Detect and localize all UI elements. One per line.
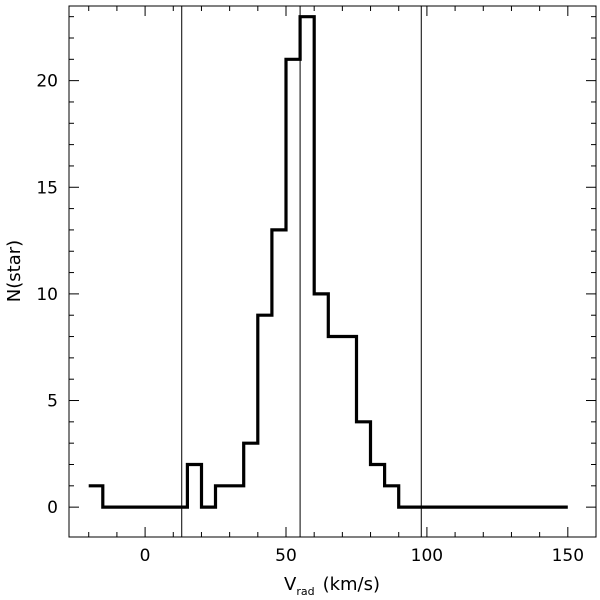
plot-frame [68,5,597,538]
y-tick-label: 5 [47,392,58,412]
y-tick-label: 0 [47,498,58,518]
x-tick-label: 50 [275,546,297,566]
y-tick-label: 15 [36,178,58,198]
y-tick-labels: 0 5 10 15 20 [36,72,58,519]
x-axis-label-sub: rad [296,585,314,598]
reference-lines [181,6,422,537]
x-tick-labels: 0 50 100 150 [140,546,584,566]
x-axis-label-main: V [284,574,297,595]
histogram-step-line [88,15,568,509]
x-tick-label: 0 [140,546,151,566]
x-axis-label-unit: (km/s) [323,574,380,595]
axis-ticks [69,6,597,537]
y-tick-label: 10 [36,285,58,305]
y-axis-label: N(star) [4,240,25,302]
x-tick-label: 100 [411,546,443,566]
x-axis-label: Vrad (km/s) [284,574,380,598]
x-tick-label: 150 [552,546,584,566]
y-tick-label: 20 [36,72,58,92]
